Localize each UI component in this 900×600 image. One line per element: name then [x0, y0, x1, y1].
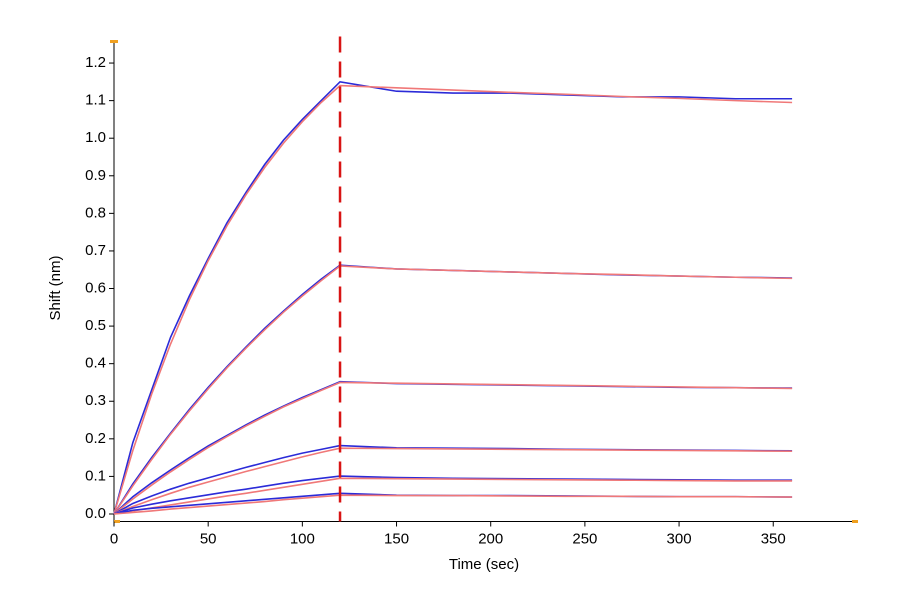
x-tick-label: 50 — [200, 530, 217, 547]
x-tick-label: 0 — [110, 530, 118, 547]
x-tick-label: 300 — [667, 530, 692, 547]
series-line — [113, 264, 793, 515]
series-line — [113, 84, 793, 515]
x-axis-label: Time (sec) — [449, 556, 519, 573]
series-line — [113, 447, 793, 515]
y-tick-label: 1.0 — [85, 129, 106, 146]
y-tick-label: 1.2 — [85, 54, 106, 71]
series-line — [113, 381, 793, 515]
y-axis-label: Shift (nm) — [47, 255, 64, 320]
y-tick-label: 0.6 — [85, 279, 106, 296]
y-tick-label: 0.7 — [85, 242, 106, 259]
x-tick-label: 100 — [290, 530, 315, 547]
y-tick-label: 0.5 — [85, 317, 106, 334]
y-tick-label: 0.0 — [85, 505, 106, 522]
y-tick-label: 0.4 — [85, 355, 106, 372]
y-tick-label: 0.2 — [85, 430, 106, 447]
x-tick-label: 250 — [572, 530, 597, 547]
x-tick-label: 150 — [384, 530, 409, 547]
y-tick-label: 0.1 — [85, 467, 106, 484]
series-line — [113, 477, 793, 515]
y-tick-label: 0.3 — [85, 392, 106, 409]
x-tick-label: 200 — [478, 530, 503, 547]
x-tick-label: 350 — [761, 530, 786, 547]
series-line — [113, 494, 793, 515]
series-line — [113, 265, 793, 515]
y-tick-label: 1.1 — [85, 92, 106, 109]
y-tick-label: 0.8 — [85, 204, 106, 221]
y-tick-label: 0.9 — [85, 167, 106, 184]
